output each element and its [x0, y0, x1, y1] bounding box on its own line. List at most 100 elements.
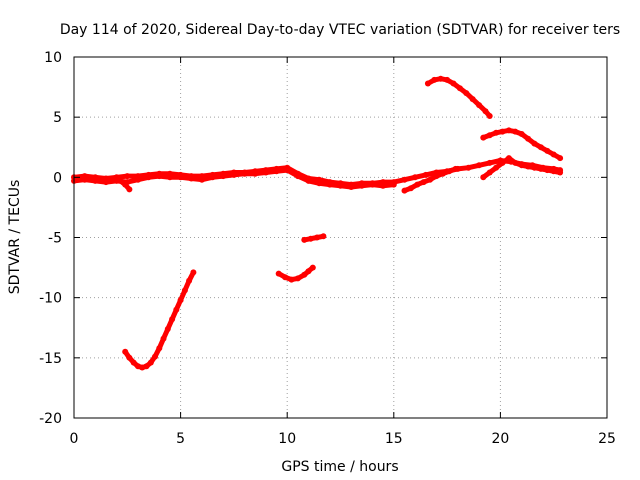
- data-point: [282, 274, 289, 281]
- data-point: [427, 176, 433, 183]
- data-point: [550, 151, 557, 158]
- data-point: [446, 168, 453, 175]
- y-tick-label: 5: [53, 110, 62, 126]
- x-tick-label: 5: [176, 431, 185, 447]
- data-point: [433, 173, 440, 180]
- data-point: [188, 175, 195, 182]
- data-point: [444, 76, 451, 83]
- data-point: [557, 169, 564, 176]
- plot-frame: [73, 56, 608, 419]
- data-point: [420, 179, 427, 186]
- data-point: [122, 181, 129, 188]
- data-point: [463, 90, 470, 97]
- y-tick-label: 0: [53, 170, 62, 186]
- data-point: [160, 335, 167, 342]
- data-point: [550, 168, 557, 175]
- data-point: [390, 181, 397, 188]
- data-point: [126, 354, 133, 361]
- data-point: [177, 174, 184, 181]
- data-point: [166, 174, 173, 181]
- data-point: [209, 174, 216, 181]
- data-point: [307, 235, 314, 242]
- data-point: [309, 264, 316, 271]
- x-tick-label: 15: [385, 431, 403, 447]
- grid-layer: [74, 57, 607, 418]
- data-point: [284, 167, 291, 174]
- data-point: [348, 184, 355, 190]
- data-point: [431, 76, 438, 83]
- data-point: [531, 140, 538, 147]
- data-point: [525, 135, 532, 142]
- data-point: [103, 179, 109, 186]
- data-point: [557, 155, 564, 162]
- data-point: [465, 164, 472, 171]
- data-point: [505, 155, 512, 162]
- data-point: [156, 173, 163, 180]
- tick-layer: 0 5 10 15 20 25 -20 -15 -10 -5 0 5 10: [39, 50, 616, 447]
- data-point: [122, 348, 129, 355]
- series-layer: [71, 75, 564, 371]
- data-point: [486, 113, 493, 119]
- data-point: [544, 167, 551, 174]
- data-point: [135, 176, 141, 183]
- x-axis-label: GPS time / hours: [281, 459, 398, 475]
- series-deep-arc: [122, 269, 196, 370]
- data-point: [486, 132, 493, 139]
- y-tick-label: -5: [48, 231, 62, 247]
- data-point: [476, 162, 483, 169]
- data-point: [401, 176, 408, 183]
- data-point: [92, 177, 99, 184]
- data-point: [314, 234, 320, 241]
- data-point: [169, 316, 176, 323]
- data-point: [525, 163, 532, 170]
- series-short-segment: [301, 233, 326, 243]
- data-point: [190, 269, 197, 276]
- data-point: [262, 169, 269, 176]
- data-point: [476, 102, 483, 109]
- data-point: [198, 176, 205, 183]
- data-point: [531, 164, 538, 171]
- data-point: [452, 165, 459, 172]
- chart-title: Day 114 of 2020, Sidereal Day-to-day VTE…: [60, 22, 620, 38]
- data-point: [512, 159, 519, 166]
- data-point: [493, 129, 500, 136]
- data-point: [301, 236, 308, 243]
- series-high-arc: [425, 76, 493, 119]
- data-point: [164, 326, 171, 332]
- data-point: [152, 353, 158, 360]
- data-point: [537, 144, 544, 151]
- data-point: [414, 181, 421, 188]
- x-tick-label: 25: [598, 431, 616, 447]
- data-point: [469, 96, 476, 103]
- x-tick-label: 20: [491, 431, 509, 447]
- data-point: [486, 159, 493, 166]
- data-point: [369, 181, 376, 188]
- data-point: [275, 270, 282, 277]
- data-point: [305, 268, 312, 275]
- data-point: [518, 162, 525, 169]
- data-point: [380, 182, 387, 189]
- data-point: [145, 174, 152, 181]
- data-point: [126, 186, 133, 193]
- data-point: [482, 108, 489, 115]
- data-point: [301, 271, 308, 278]
- data-point: [294, 275, 301, 282]
- data-point: [305, 177, 312, 184]
- data-point: [401, 187, 408, 194]
- data-point: [294, 173, 301, 180]
- data-point: [537, 165, 544, 172]
- y-axis-label: SDTVAR / TECUs: [7, 180, 23, 295]
- data-point: [177, 297, 184, 304]
- data-point: [358, 182, 365, 189]
- data-point: [518, 131, 525, 137]
- data-point: [147, 359, 154, 366]
- data-point: [320, 233, 327, 240]
- data-point: [230, 171, 237, 178]
- data-point: [288, 276, 295, 283]
- data-point: [81, 176, 88, 183]
- data-point: [412, 174, 419, 181]
- data-point: [499, 128, 506, 135]
- y-tick-label: -20: [39, 411, 62, 427]
- data-point: [439, 170, 446, 177]
